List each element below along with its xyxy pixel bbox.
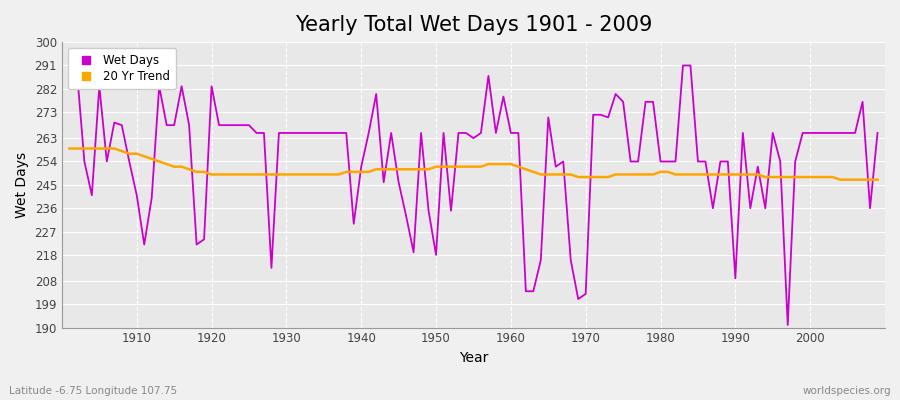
Text: worldspecies.org: worldspecies.org [803, 386, 891, 396]
Text: Latitude -6.75 Longitude 107.75: Latitude -6.75 Longitude 107.75 [9, 386, 177, 396]
Title: Yearly Total Wet Days 1901 - 2009: Yearly Total Wet Days 1901 - 2009 [295, 15, 652, 35]
X-axis label: Year: Year [459, 351, 488, 365]
Legend: Wet Days, 20 Yr Trend: Wet Days, 20 Yr Trend [68, 48, 176, 89]
Y-axis label: Wet Days: Wet Days [15, 152, 29, 218]
